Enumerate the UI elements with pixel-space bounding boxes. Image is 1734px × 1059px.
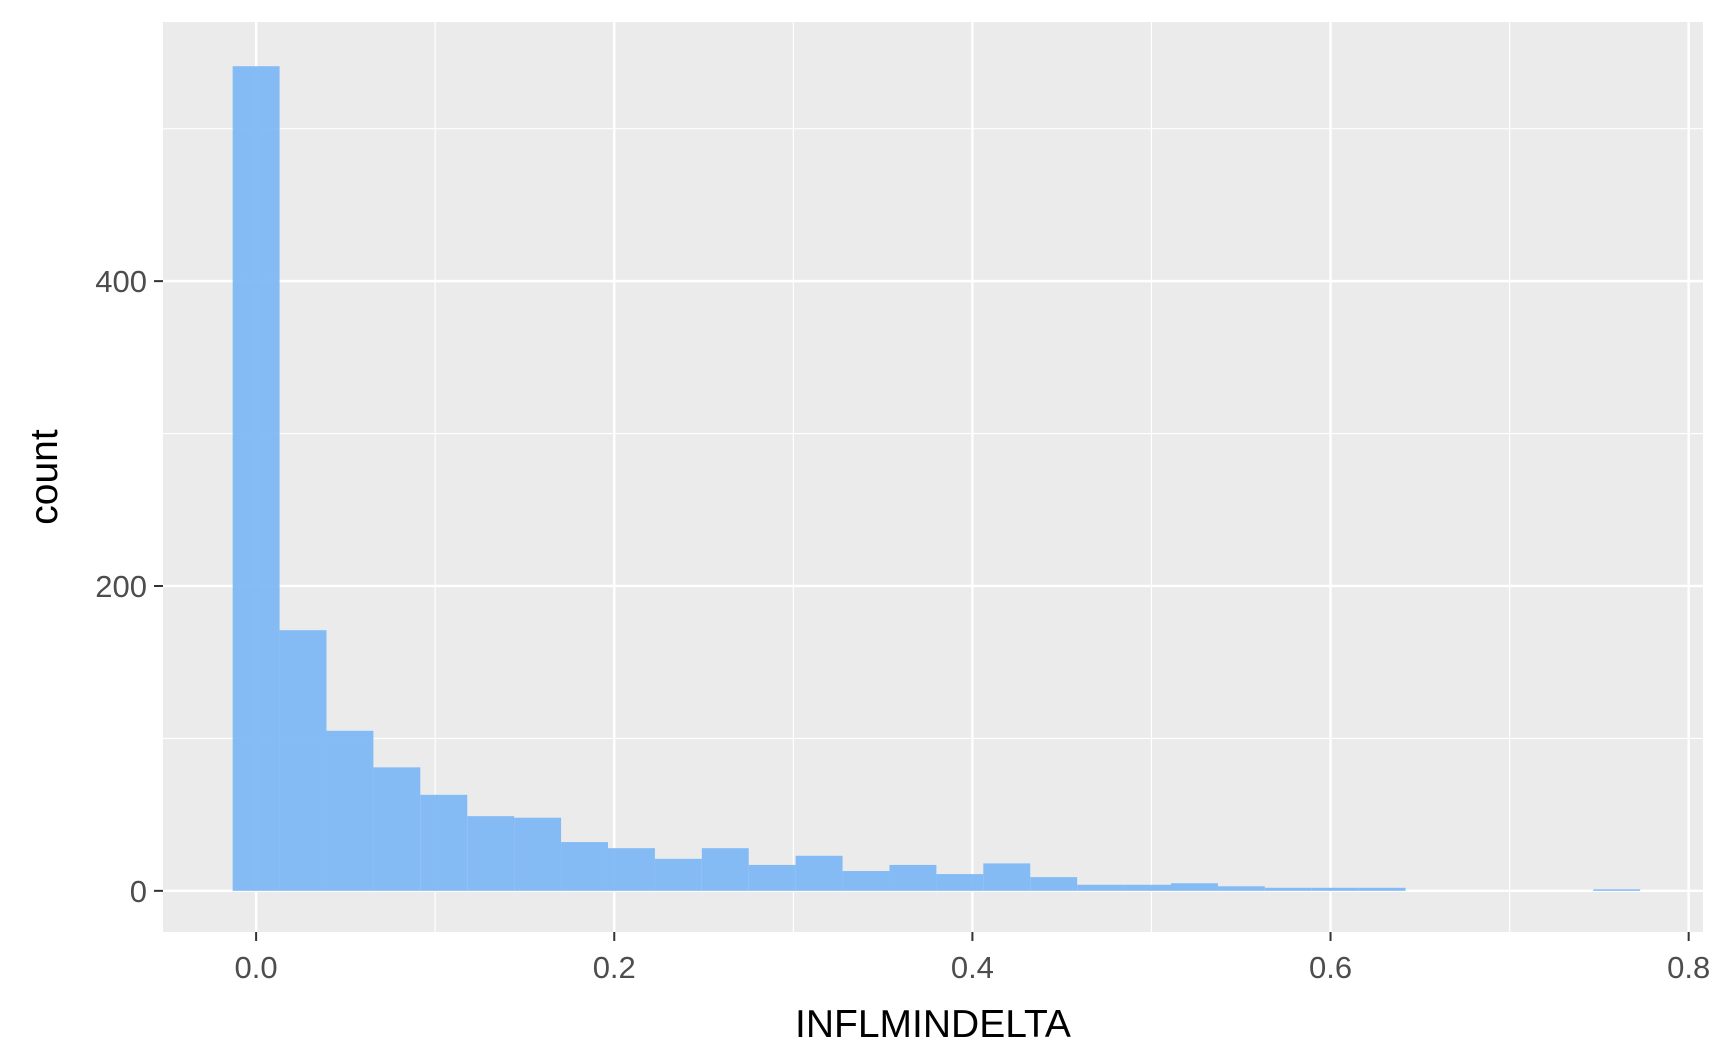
y-tick-label: 200	[95, 569, 147, 604]
histogram-bar	[748, 864, 796, 891]
histogram-bar	[842, 871, 890, 891]
histogram-bar	[1077, 884, 1125, 891]
x-tick-label: 0.2	[593, 950, 636, 985]
histogram-bar	[326, 730, 374, 891]
histogram-bar	[373, 767, 421, 891]
x-tick-label: 0.0	[235, 950, 278, 985]
histogram-bar	[1593, 889, 1641, 891]
histogram-bars	[232, 66, 1641, 891]
x-tick-label: 0.6	[1309, 950, 1352, 985]
minor-grid-lines	[163, 22, 1703, 932]
histogram-bar	[561, 842, 608, 891]
histogram-bar	[1264, 887, 1312, 891]
histogram-bar	[889, 864, 937, 891]
histogram-bar	[1358, 887, 1406, 891]
y-axis-title: count	[23, 429, 66, 525]
histogram-bar	[1124, 884, 1171, 891]
histogram-bar	[936, 874, 984, 891]
histogram-bar	[232, 66, 280, 891]
histogram-bar	[607, 848, 655, 891]
histogram-bar	[514, 817, 562, 891]
y-axis: 0 200 400	[95, 264, 163, 909]
x-axis: 0.0 0.2 0.4 0.6 0.8	[235, 932, 1710, 985]
histogram-bar	[420, 794, 468, 891]
histogram-bar	[1217, 886, 1265, 891]
x-tick-label: 0.4	[951, 950, 994, 985]
histogram-bar	[654, 858, 702, 891]
histogram-bar	[467, 816, 515, 891]
x-tick-label: 0.8	[1667, 950, 1710, 985]
histogram-bar	[983, 863, 1031, 891]
y-tick-label: 400	[95, 264, 147, 299]
histogram-bar	[701, 848, 749, 891]
histogram-bar	[1030, 877, 1078, 891]
histogram-bar	[1311, 887, 1359, 891]
y-tick-label: 0	[130, 874, 147, 909]
histogram-bar	[1170, 883, 1218, 891]
histogram-bar	[279, 630, 327, 891]
histogram-bar	[795, 855, 843, 891]
x-axis-title: INFLMINDELTA	[795, 1003, 1071, 1046]
